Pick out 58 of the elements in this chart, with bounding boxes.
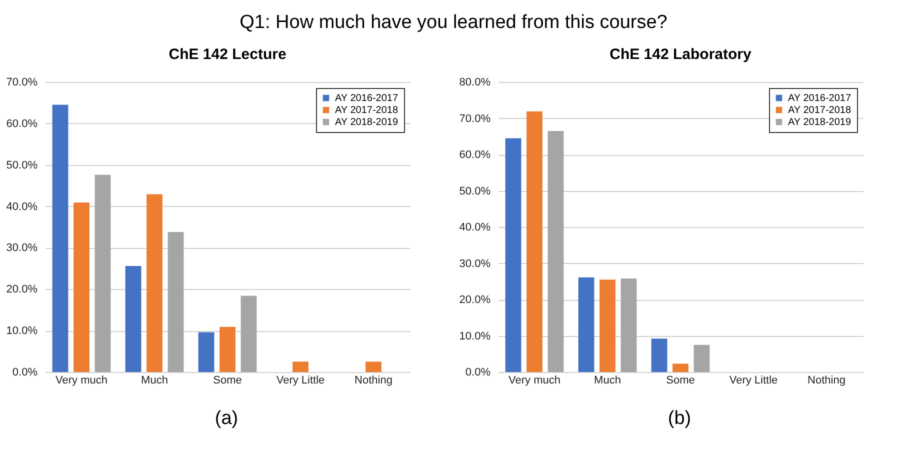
bar xyxy=(672,364,688,372)
bar xyxy=(220,326,236,372)
legend-label: AY 2016-2017 xyxy=(335,93,398,104)
chart-title: ChE 142 Laboratory xyxy=(610,46,752,63)
bar xyxy=(526,111,542,372)
bar xyxy=(548,130,564,372)
x-tick-label: Nothing xyxy=(354,374,392,386)
y-tick-label: 0.0% xyxy=(465,366,491,378)
y-tick-label: 0.0% xyxy=(12,366,38,378)
legend-label: AY 2017-2018 xyxy=(335,105,398,116)
x-tick-label: Very Little xyxy=(729,374,778,386)
legend-label: AY 2016-2017 xyxy=(788,93,852,104)
bar xyxy=(505,138,522,372)
x-tick-label: Some xyxy=(666,374,695,386)
y-tick-label: 30.0% xyxy=(459,258,491,270)
x-tick-label: Much xyxy=(141,374,168,386)
bar xyxy=(74,202,90,372)
y-tick-label: 60.0% xyxy=(6,118,38,130)
bar xyxy=(651,338,668,372)
y-tick-label: 30.0% xyxy=(6,242,38,254)
bar xyxy=(366,362,382,372)
legend-label: AY 2017-2018 xyxy=(788,105,852,116)
x-tick-label: Much xyxy=(594,374,621,386)
x-tick-label: Very much xyxy=(56,374,108,386)
legend-label: AY 2018-2019 xyxy=(788,117,852,128)
y-tick-label: 10.0% xyxy=(459,330,491,342)
y-tick-label: 20.0% xyxy=(459,294,491,306)
bar xyxy=(168,232,184,372)
y-tick-label: 50.0% xyxy=(6,159,38,172)
x-tick-label: Very Little xyxy=(276,374,325,386)
legend-label: AY 2018-2019 xyxy=(335,117,398,128)
x-tick-label: Very much xyxy=(508,374,560,386)
bar xyxy=(292,362,308,372)
y-tick-label: 40.0% xyxy=(6,200,38,213)
y-tick-label: 40.0% xyxy=(459,222,491,234)
y-tick-label: 60.0% xyxy=(459,149,491,161)
bar xyxy=(600,280,616,372)
bar xyxy=(146,194,162,372)
y-tick-label: 80.0% xyxy=(459,76,491,88)
y-tick-label: 10.0% xyxy=(6,325,38,338)
x-tick-label: Some xyxy=(213,374,242,386)
y-tick-label: 70.0% xyxy=(6,76,38,88)
bar xyxy=(620,278,637,372)
bar xyxy=(52,104,68,372)
text: (a) xyxy=(214,408,240,430)
y-tick-label: 50.0% xyxy=(459,185,491,198)
y-tick-label: 20.0% xyxy=(6,284,38,296)
bar xyxy=(94,174,111,372)
text: (b) xyxy=(666,408,692,430)
bar xyxy=(578,277,594,372)
bar xyxy=(198,332,214,372)
text: Q1: How much have you learned from this course? xyxy=(238,12,668,34)
bar xyxy=(125,266,142,372)
bar xyxy=(694,344,710,372)
bar xyxy=(240,296,257,372)
x-tick-label: Nothing xyxy=(808,374,846,386)
y-tick-label: 70.0% xyxy=(459,112,491,125)
chart-title: ChE 142 Lecture xyxy=(168,46,286,63)
